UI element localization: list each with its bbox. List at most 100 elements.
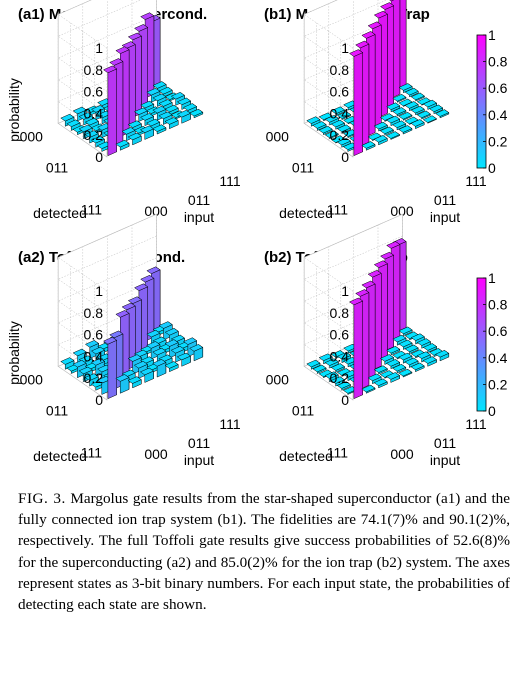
colorbar-tick-label: 1 xyxy=(488,27,496,43)
bar-100-001 xyxy=(392,363,407,374)
bar-top xyxy=(318,125,333,134)
bar-000-111 xyxy=(60,357,75,370)
bars xyxy=(60,266,204,400)
bar-101-010 xyxy=(398,111,413,121)
bar-top xyxy=(330,376,345,384)
colorbar-tick-label: 0.4 xyxy=(488,107,508,123)
detected-tick-label: 111 xyxy=(81,201,102,217)
bar-top xyxy=(330,119,346,128)
detected-axis-label: detected xyxy=(279,205,333,221)
bar-top xyxy=(404,357,419,366)
input-tick-label: 011 xyxy=(188,435,211,451)
bar-top xyxy=(389,0,395,2)
panel-b2: (b2) Toffoli: Ion Trap 00.20.40.60.81000… xyxy=(246,213,509,483)
bar-top xyxy=(379,251,395,260)
bar-011-000 xyxy=(139,367,155,383)
input-tick-label: 111 xyxy=(219,416,240,432)
detected-tick-label: 000 xyxy=(20,129,44,145)
bar-top xyxy=(152,105,167,114)
bar-top xyxy=(84,373,99,381)
bar-top xyxy=(170,92,186,100)
bar-top xyxy=(416,351,431,359)
bar-000-011 xyxy=(330,376,345,387)
bar-top xyxy=(146,341,161,349)
z-tick-label: 0.6 xyxy=(330,327,350,343)
bar-top xyxy=(139,367,155,376)
bar-top xyxy=(398,83,413,91)
bar-101-001 xyxy=(404,357,419,368)
bar-top xyxy=(146,118,161,127)
bar-top xyxy=(164,104,179,113)
bar-100-001 xyxy=(146,118,161,131)
bar-111-100 xyxy=(410,92,425,102)
bar-top xyxy=(164,339,179,347)
bar-001-000 xyxy=(361,384,376,394)
bar-100-011 xyxy=(379,354,395,365)
bar-001-000 xyxy=(115,374,130,394)
bar-111-011 xyxy=(170,91,186,106)
detected-tick-label: 111 xyxy=(327,201,348,217)
bar-top xyxy=(386,241,401,249)
bar-111-001 xyxy=(428,104,444,115)
bar-top xyxy=(139,113,155,121)
bar-top xyxy=(379,2,395,10)
bar-top xyxy=(127,376,142,384)
bar-top xyxy=(324,130,339,139)
bar-101-100 xyxy=(140,100,155,113)
bar-top xyxy=(158,321,173,329)
z-tick-label: 0 xyxy=(95,149,103,165)
z-tick-label: 0.4 xyxy=(330,348,350,364)
z-tick-label: 1 xyxy=(341,283,349,299)
bar-top xyxy=(60,113,75,122)
bar-100-000 xyxy=(152,358,167,378)
bars xyxy=(60,12,204,157)
bar-top xyxy=(410,105,425,114)
detected-tick-label: 011 xyxy=(46,403,69,419)
bar-000-110 xyxy=(312,121,327,131)
bar-top xyxy=(121,41,136,49)
bar-top xyxy=(140,12,155,20)
bar-top xyxy=(330,106,346,115)
bar-top xyxy=(152,81,167,89)
bar-top xyxy=(306,116,321,124)
colorbar-tick-label: 0.8 xyxy=(488,54,508,70)
bar-010-000 xyxy=(127,376,142,389)
bar-top xyxy=(127,132,142,141)
bar-top xyxy=(373,135,388,143)
input-tick-label: 011 xyxy=(434,435,457,451)
detected-tick-label: 011 xyxy=(292,403,315,419)
bar-top xyxy=(90,358,106,366)
bar-top xyxy=(164,361,179,369)
bar-top xyxy=(72,348,87,357)
bar-top xyxy=(102,336,118,345)
bar-top xyxy=(72,360,87,368)
bar-000-000 xyxy=(102,336,118,400)
bar-top xyxy=(127,354,142,362)
bar-top xyxy=(392,107,407,115)
bar-top xyxy=(78,112,93,120)
bar-top xyxy=(109,330,124,339)
bar-top xyxy=(164,328,179,336)
colorbar: 0 0.2 0.4 0.6 0.8 1 xyxy=(476,27,508,176)
bar-111-011 xyxy=(416,338,432,349)
bar-top xyxy=(336,124,352,133)
z-tick-label: 0.8 xyxy=(84,62,104,78)
bar-100-010 xyxy=(385,115,401,127)
z-tick-label: 0.2 xyxy=(84,127,104,143)
bar-top xyxy=(121,127,136,135)
bar-top xyxy=(306,359,321,368)
bar-101-000 xyxy=(164,117,179,130)
bar-100-000 xyxy=(398,368,413,378)
bar-top xyxy=(312,364,327,373)
bar-100-000 xyxy=(152,124,167,135)
bar-110-011 xyxy=(404,344,419,355)
bar-top xyxy=(392,364,407,372)
bar-top xyxy=(127,296,143,304)
detected-tick-label: 000 xyxy=(266,129,290,145)
detected-tick-label: 111 xyxy=(327,444,348,460)
detected-tick-label: 000 xyxy=(20,372,44,388)
colorbar: 0 0.2 0.4 0.6 0.8 1 xyxy=(476,270,508,419)
bar-top xyxy=(410,333,425,341)
bar-101-000 xyxy=(164,361,179,373)
bar-top xyxy=(158,86,173,95)
